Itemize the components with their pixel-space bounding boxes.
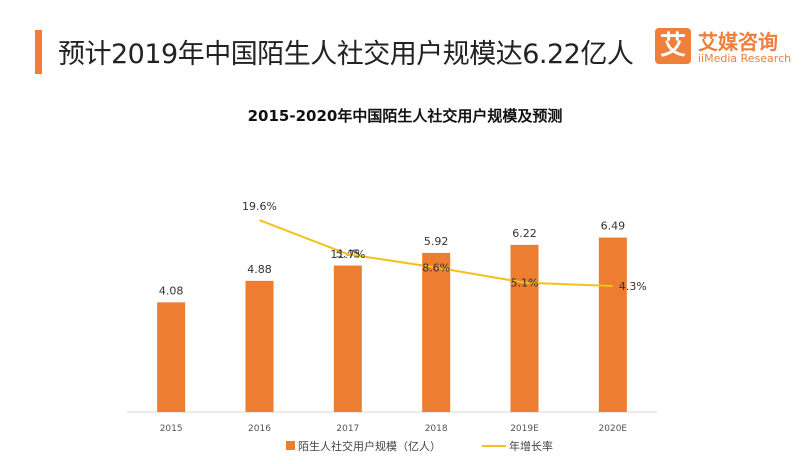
bar-2016 bbox=[245, 280, 274, 412]
growth-rate-label-2016: 19.6% bbox=[242, 200, 277, 213]
bar-2015 bbox=[157, 302, 186, 412]
growth-rate-label-2020E: 4.3% bbox=[619, 280, 647, 293]
iimedia-logo: 艾 艾媒咨询 iiMedia Research bbox=[655, 28, 795, 72]
growth-rate-label-2018: 8.6% bbox=[422, 262, 450, 275]
chart-title: 2015-2020年中国陌生人社交用户规模及预测 bbox=[248, 107, 563, 125]
bar-value-label-2016: 4.88 bbox=[247, 263, 272, 276]
bar-2020E bbox=[598, 237, 627, 412]
growth-rate-label-2017: 11.7% bbox=[330, 248, 365, 261]
bar-value-label-2020E: 6.49 bbox=[601, 220, 626, 233]
legend-line-label: 年增长率 bbox=[509, 439, 553, 453]
x-tick-label-2020E: 2020E bbox=[599, 424, 628, 434]
page-headline: 预计2019年中国陌生人社交用户规模达6.22亿人 bbox=[58, 39, 634, 70]
bar-2019E bbox=[510, 244, 539, 412]
bar-2017 bbox=[333, 265, 362, 412]
growth-rate-line bbox=[259, 219, 613, 288]
x-tick-label-2017: 2017 bbox=[336, 424, 359, 434]
plot-area: 4.0820154.8820165.4520175.9220186.222019… bbox=[127, 200, 657, 453]
legend-bar-swatch bbox=[286, 441, 295, 450]
logo-english-name: iiMedia Research bbox=[698, 52, 792, 65]
growth-rate-label-2019E: 5.1% bbox=[511, 277, 539, 290]
logo-mark: 艾 bbox=[655, 28, 691, 64]
bar-value-label-2015: 4.08 bbox=[159, 284, 184, 297]
x-tick-label-2018: 2018 bbox=[425, 424, 448, 434]
x-tick-label-2015: 2015 bbox=[160, 424, 183, 434]
logo-chinese-name: 艾媒咨询 bbox=[698, 30, 778, 54]
bar-value-label-2019E: 6.22 bbox=[512, 227, 537, 240]
bar-2018 bbox=[422, 252, 451, 412]
x-tick-label-2019E: 2019E bbox=[510, 424, 539, 434]
legend-bar-label: 陌生人社交用户规模（亿人） bbox=[298, 439, 441, 453]
title-accent-bar bbox=[35, 30, 42, 74]
x-tick-label-2016: 2016 bbox=[248, 424, 271, 434]
bar-value-label-2018: 5.92 bbox=[424, 235, 449, 248]
